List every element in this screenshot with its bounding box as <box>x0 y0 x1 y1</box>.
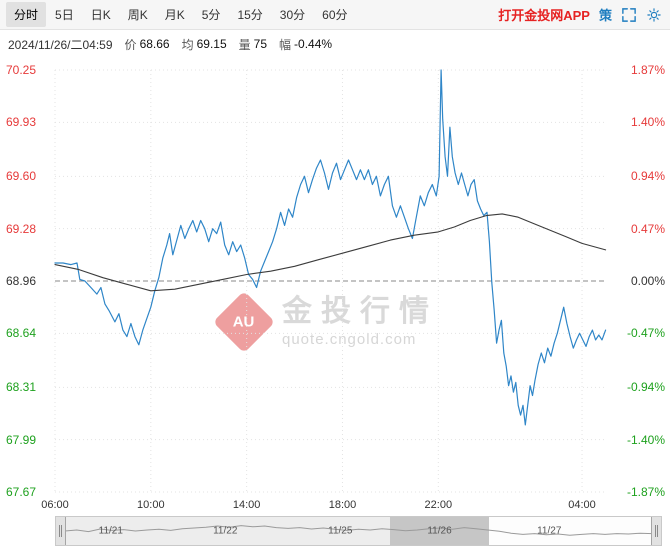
series <box>54 69 607 426</box>
price-plot[interactable] <box>0 58 670 498</box>
watermark: AU 金投行情 quote.cngold.com <box>212 290 438 354</box>
tab-week-k[interactable]: 周K <box>127 8 148 22</box>
field-volume: 量 75 <box>238 37 268 52</box>
toolbar: 分时 5日 日K 周K 月K 5分 15分 30分 60分 打开金投网APP 策 <box>0 0 670 30</box>
main-chart[interactable]: AU 金投行情 quote.cngold.com 70.25 69.93 69.60… <box>0 58 670 498</box>
navigator-right-handle[interactable] <box>651 517 661 545</box>
field-average: 均 69.15 <box>181 37 227 52</box>
open-app-link[interactable]: 打开金投网APP <box>498 8 590 23</box>
tab-fenshi[interactable]: 分时 <box>6 2 47 27</box>
x-axis-label: 22:00 <box>424 499 453 511</box>
x-axis-label: 04:00 <box>568 499 596 511</box>
toolbar-right: 打开金投网APP 策 <box>498 5 664 24</box>
tab-month-k[interactable]: 月K <box>164 8 185 22</box>
settings-icon[interactable] <box>646 7 662 23</box>
x-axis-label: 10:00 <box>137 499 165 511</box>
price-line <box>54 69 607 426</box>
x-axis-label: 06:00 <box>41 499 69 511</box>
fullscreen-icon[interactable] <box>621 7 637 23</box>
x-axis-label: 18:00 <box>328 499 357 511</box>
period-tabs: 分时 5日 日K 周K 月K 5分 15分 30分 60分 <box>6 2 498 27</box>
tab-day-k[interactable]: 日K <box>90 8 111 22</box>
strategy-button[interactable]: 策 <box>598 8 612 23</box>
tab-30min[interactable]: 30分 <box>279 8 306 22</box>
field-change: 幅 -0.44% <box>279 37 333 52</box>
grid <box>54 69 606 493</box>
navigator-sparkline <box>65 525 652 536</box>
quote-datetime: 2024/11/26/二04:59 <box>8 37 113 52</box>
x-axis-label: 14:00 <box>232 499 261 511</box>
range-navigator[interactable]: 11/21 11/22 11/25 11/26 11/27 <box>55 516 662 546</box>
navigator-right-mask <box>489 517 652 545</box>
navigator-left-handle[interactable] <box>56 517 66 545</box>
field-price: 价 68.66 <box>124 37 170 52</box>
watermark-subtitle: quote.cngold.com <box>282 331 417 348</box>
navigator-track[interactable]: 11/21 11/22 11/25 11/26 11/27 <box>65 517 652 545</box>
tab-15min[interactable]: 15分 <box>237 8 263 22</box>
tab-60min[interactable]: 60分 <box>322 8 348 22</box>
average-line <box>54 213 607 292</box>
quote-infobar: 2024/11/26/二04:59 价 68.66 均 69.15 量 75 幅… <box>0 30 670 58</box>
watermark-title: 金投行情 <box>282 295 438 328</box>
tab-5day[interactable]: 5日 <box>55 8 74 22</box>
tab-5min[interactable]: 5分 <box>201 8 221 22</box>
x-axis: 06:00 10:00 14:00 18:00 22:00 04:00 <box>0 498 670 514</box>
